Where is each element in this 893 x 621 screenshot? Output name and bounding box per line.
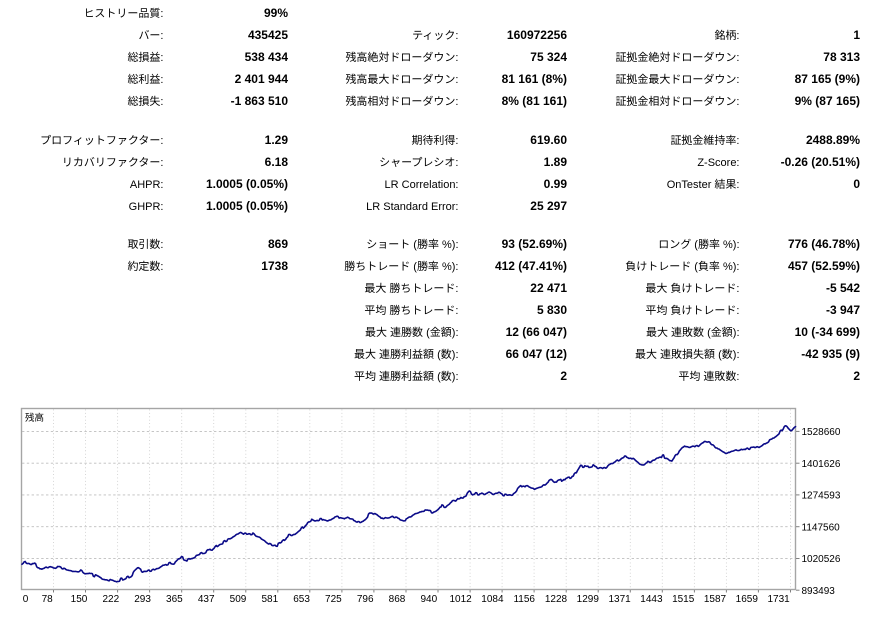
svg-text:1659: 1659 <box>736 594 759 605</box>
svg-text:1371: 1371 <box>608 594 631 605</box>
svg-text:1274593: 1274593 <box>802 491 841 502</box>
svg-text:0: 0 <box>23 594 29 605</box>
svg-text:222: 222 <box>102 594 119 605</box>
svg-text:868: 868 <box>389 594 406 605</box>
svg-text:293: 293 <box>134 594 151 605</box>
svg-text:365: 365 <box>166 594 183 605</box>
svg-text:509: 509 <box>230 594 247 605</box>
svg-text:1528660: 1528660 <box>802 427 841 438</box>
svg-text:1147560: 1147560 <box>802 522 841 533</box>
svg-text:940: 940 <box>420 594 437 605</box>
svg-text:残高: 残高 <box>25 412 44 424</box>
svg-text:1299: 1299 <box>577 594 600 605</box>
svg-text:581: 581 <box>261 594 278 605</box>
svg-text:1401626: 1401626 <box>802 459 841 470</box>
svg-text:1012: 1012 <box>449 594 472 605</box>
svg-text:1020526: 1020526 <box>802 554 841 565</box>
svg-text:893493: 893493 <box>802 586 836 597</box>
svg-text:1443: 1443 <box>640 594 663 605</box>
svg-text:1156: 1156 <box>513 594 535 605</box>
svg-text:437: 437 <box>198 594 215 605</box>
svg-text:150: 150 <box>71 594 88 605</box>
svg-text:1515: 1515 <box>672 594 695 605</box>
svg-text:1587: 1587 <box>704 594 727 605</box>
svg-text:725: 725 <box>325 594 342 605</box>
svg-text:796: 796 <box>357 594 374 605</box>
svg-text:653: 653 <box>293 594 310 605</box>
svg-text:78: 78 <box>42 594 54 605</box>
svg-text:1228: 1228 <box>545 594 568 605</box>
svg-text:1084: 1084 <box>481 594 504 605</box>
svg-text:1731: 1731 <box>767 594 790 605</box>
